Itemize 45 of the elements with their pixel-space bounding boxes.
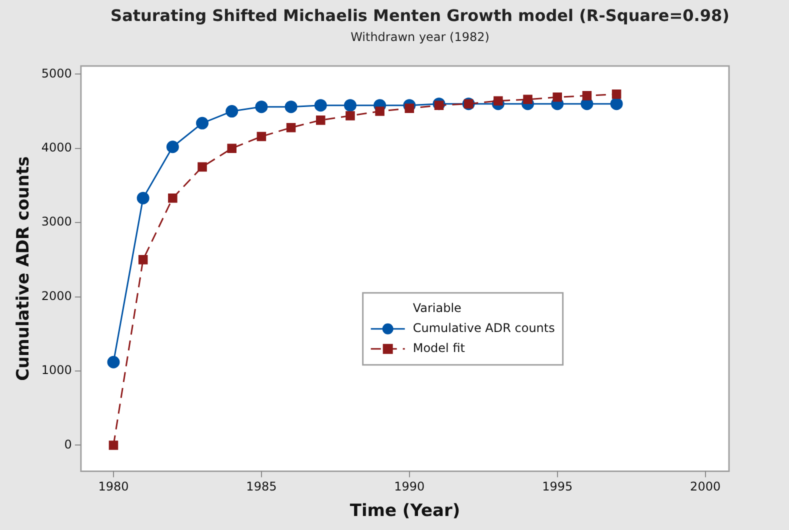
point	[344, 99, 356, 112]
point	[108, 440, 118, 450]
y-tick-label: 4000	[41, 140, 72, 154]
x-tick-label: 1985	[246, 480, 277, 494]
y-axis-title: Cumulative ADR counts	[14, 156, 34, 381]
point	[552, 92, 562, 102]
point	[138, 255, 148, 264]
point	[284, 100, 298, 114]
x-tick-label: 1980	[98, 480, 129, 494]
x-tick-label: 2000	[690, 480, 721, 494]
point	[375, 106, 384, 116]
legend-label: Model fit	[412, 341, 466, 356]
point	[196, 116, 209, 130]
point	[610, 98, 623, 110]
point	[255, 100, 268, 114]
chart-subtitle: Withdrawn year (1982)	[350, 30, 490, 44]
chart-title: Saturating Shifted Michaelis Menten Growth model (R-Square=0.98)	[110, 6, 730, 25]
point	[286, 122, 296, 132]
y-tick-label: 0	[64, 437, 72, 452]
point	[168, 193, 178, 203]
point	[612, 90, 622, 99]
point	[226, 105, 238, 118]
legend-label: Cumulative ADR counts	[412, 321, 555, 336]
y-tick-label: 2000	[41, 288, 72, 303]
point	[494, 96, 503, 106]
point	[198, 162, 207, 172]
point	[316, 116, 326, 125]
x-tick-label: 1995	[542, 480, 573, 494]
point	[107, 356, 120, 368]
point	[346, 111, 355, 120]
point	[136, 192, 150, 204]
x-tick-label: 1990	[394, 480, 425, 494]
y-tick-label: 5000	[41, 66, 72, 80]
point	[434, 100, 444, 110]
point	[256, 132, 266, 142]
legend-title: Variable	[412, 301, 462, 316]
point	[582, 91, 592, 100]
point	[523, 94, 532, 104]
y-tick-label: 1000	[41, 363, 72, 378]
point	[166, 140, 179, 154]
y-tick-label: 3000	[41, 214, 72, 229]
point	[404, 104, 414, 113]
point	[227, 144, 236, 154]
x-axis-title: Time (Year)	[350, 501, 460, 522]
point	[314, 99, 327, 112]
